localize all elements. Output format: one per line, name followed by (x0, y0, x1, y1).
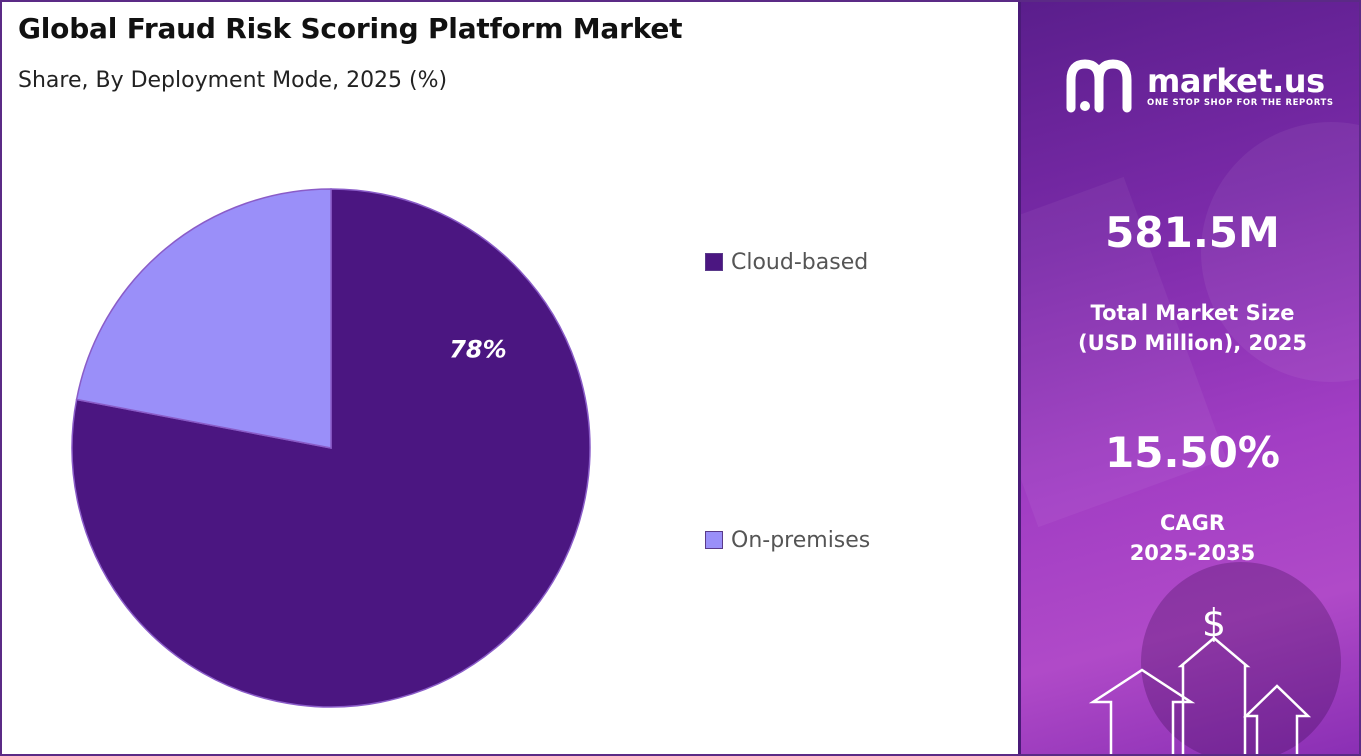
chart-panel: Global Fraud Risk Scoring Platform Marke… (2, 2, 1018, 754)
growth-arrows-decoration: $ (1088, 601, 1312, 754)
legend-item-cloud-based: Cloud-based (705, 247, 868, 277)
summary-sidebar: market.us ONE STOP SHOP FOR THE REPORTS … (1018, 2, 1359, 754)
legend-swatch-cloud-based (705, 253, 723, 271)
legend-swatch-on-premises (705, 531, 723, 549)
market-size-label-line2: (USD Million), 2025 (1078, 331, 1307, 355)
arrow-up-icon (1242, 684, 1312, 754)
data-label: 78% (449, 335, 506, 363)
legend-label: On-premises (731, 527, 871, 553)
legend-item-on-premises: On-premises (705, 525, 870, 555)
chart-subtitle: Share, By Deployment Mode, 2025 (%) (18, 68, 448, 93)
brand-name: market.us (1147, 62, 1325, 100)
background-decoration (1141, 562, 1341, 754)
market-size-label-line1: Total Market Size (1090, 301, 1295, 325)
cagr-label-line2: 2025-2035 (1129, 541, 1256, 565)
arrow-up-icon (1177, 636, 1251, 754)
chart-title: Global Fraud Risk Scoring Platform Marke… (18, 12, 683, 45)
cagr-label-line1: CAGR (1159, 511, 1226, 535)
legend-label: Cloud-based (731, 249, 869, 275)
pie-chart: 78% (71, 188, 591, 708)
arrow-up-icon (1088, 668, 1196, 754)
cagr-value: 15.50% (1105, 428, 1280, 477)
market-us-logo-icon (1066, 59, 1132, 113)
brand-tagline: ONE STOP SHOP FOR THE REPORTS (1147, 98, 1334, 108)
pie-slice-on-premises (75, 188, 332, 449)
brand-logo: market.us ONE STOP SHOP FOR THE REPORTS (1065, 58, 1334, 114)
market-size-value: 581.5M (1105, 208, 1280, 257)
